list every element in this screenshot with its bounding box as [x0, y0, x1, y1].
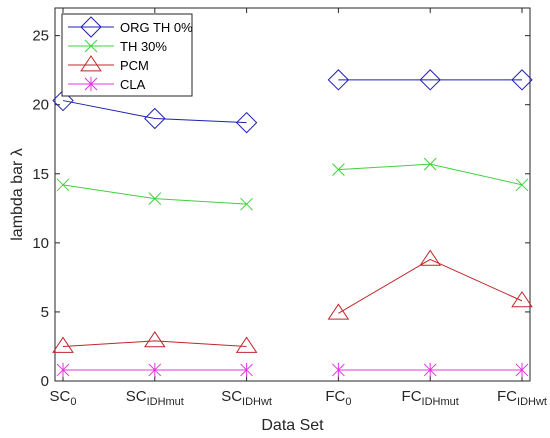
x-tick-label: SC0 — [50, 388, 77, 408]
legend-label: PCM — [120, 58, 149, 73]
legend-box — [61, 13, 193, 97]
series-1 — [56, 157, 529, 211]
legend-label: ORG TH 0% — [120, 20, 193, 35]
data-point — [52, 89, 74, 112]
data-point — [332, 362, 345, 378]
data-point — [423, 157, 437, 171]
data-point — [332, 163, 345, 176]
x-tick-label: FCIDHwt — [497, 388, 547, 408]
legend-marker — [84, 39, 98, 53]
data-point — [423, 362, 437, 378]
y-tick-label: 20 — [32, 97, 49, 114]
y-tick-label: 25 — [32, 28, 49, 45]
x-tick-label: SCIDHmut — [126, 388, 184, 408]
data-point — [327, 69, 350, 91]
y-axis-label: lambda bar λ — [9, 148, 26, 241]
data-point — [515, 362, 529, 378]
data-point — [419, 249, 442, 266]
series-line — [62, 340, 247, 347]
data-point — [148, 192, 162, 205]
data-point — [511, 290, 533, 308]
data-point — [511, 69, 533, 91]
series-3 — [56, 362, 529, 378]
y-tick-label: 15 — [32, 166, 49, 183]
y-tick-label: 0 — [41, 373, 49, 390]
data-point — [240, 362, 253, 378]
data-point — [419, 69, 441, 91]
series-2 — [52, 249, 533, 353]
data-point — [143, 331, 166, 348]
x-tick-label: FC0 — [325, 388, 351, 408]
data-point — [327, 303, 350, 320]
data-point — [56, 362, 70, 378]
legend: ORG TH 0% TH 30% PCM CLA — [61, 13, 193, 97]
series-line — [62, 100, 247, 124]
x-tick-label: SCIDHwt — [221, 388, 272, 408]
legend-label: CLA — [120, 77, 146, 92]
legend-marker — [80, 55, 102, 72]
data-point — [56, 178, 70, 192]
data-point — [148, 362, 162, 378]
legend-label: TH 30% — [120, 39, 167, 54]
data-point — [240, 197, 253, 211]
data-point — [235, 111, 258, 134]
series-0 — [52, 69, 533, 134]
data-point — [144, 107, 166, 130]
x-axis-label: Data Set — [261, 417, 324, 434]
data-point — [235, 336, 258, 353]
y-tick-label: 5 — [41, 304, 49, 321]
legend-marker — [80, 16, 102, 38]
legend-marker — [84, 76, 98, 92]
y-tick-label: 10 — [32, 235, 49, 252]
series-line — [338, 258, 523, 314]
x-tick-label: FCIDHmut — [402, 388, 459, 408]
data-point — [52, 336, 74, 353]
data-point — [515, 178, 529, 192]
